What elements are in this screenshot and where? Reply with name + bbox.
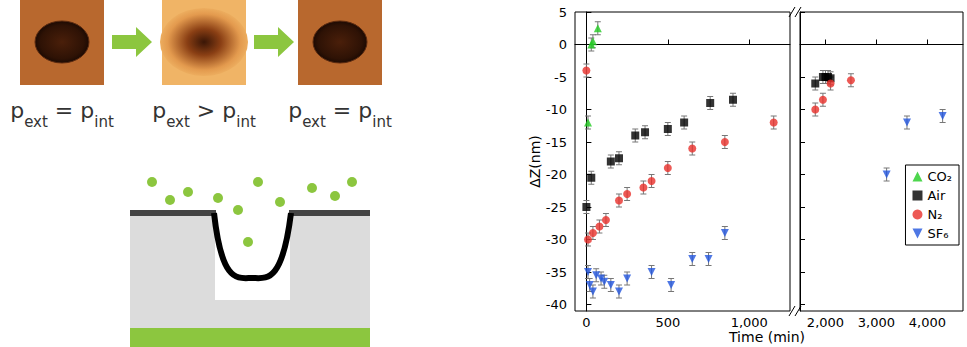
- svg-text:CO₂: CO₂: [927, 169, 952, 184]
- svg-text:-30: -30: [546, 232, 567, 247]
- svg-text:2,000: 2,000: [807, 315, 844, 330]
- svg-text:-25: -25: [546, 200, 567, 215]
- svg-text:pext = pint: pext = pint: [288, 98, 392, 131]
- svg-text:ΔZ(nm): ΔZ(nm): [527, 135, 543, 188]
- svg-text:0: 0: [582, 315, 590, 330]
- svg-text:-20: -20: [546, 167, 567, 182]
- svg-text:-10: -10: [546, 102, 567, 117]
- svg-text:1,000: 1,000: [731, 315, 768, 330]
- svg-text:-35: -35: [546, 265, 567, 280]
- svg-text:0: 0: [559, 37, 567, 52]
- svg-text:pext = pint: pext = pint: [10, 98, 114, 131]
- svg-text:SF₆: SF₆: [927, 226, 948, 241]
- svg-text:5: 5: [559, 5, 567, 20]
- svg-text:Time (min): Time (min): [728, 329, 805, 345]
- svg-text:-15: -15: [546, 135, 567, 150]
- svg-text:N₂: N₂: [927, 207, 942, 222]
- svg-text:4,000: 4,000: [909, 315, 946, 330]
- svg-text:-5: -5: [554, 70, 567, 85]
- svg-text:500: 500: [655, 315, 680, 330]
- svg-text:3,000: 3,000: [858, 315, 895, 330]
- svg-text:-40: -40: [546, 297, 567, 312]
- svg-text:pext > pint: pext > pint: [152, 98, 256, 131]
- svg-text:Air: Air: [927, 188, 946, 203]
